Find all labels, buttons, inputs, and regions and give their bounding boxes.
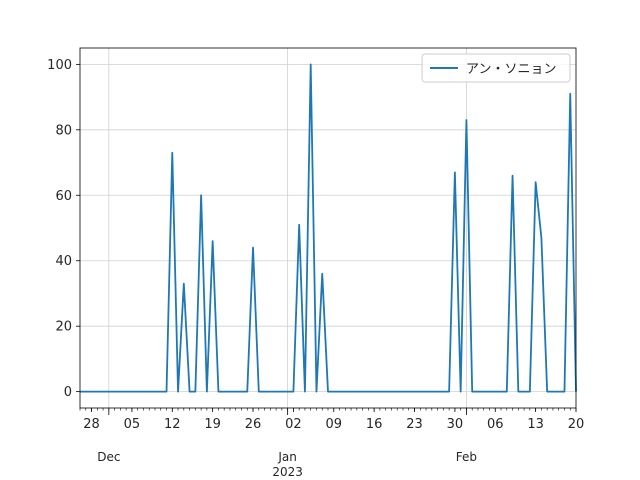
x-month-label: Dec [97, 450, 120, 464]
x-tick-label: 20 [568, 417, 585, 432]
x-tick-label: 28 [83, 417, 100, 432]
x-tick-label: 30 [447, 417, 464, 432]
y-axis: 0 20 40 60 80 100 [47, 58, 80, 400]
legend-box [421, 53, 571, 83]
x-tick-label: 12 [164, 417, 181, 432]
x-month-label: Feb [456, 450, 477, 464]
y-tick-label: 100 [47, 58, 72, 73]
legend-label: アン・ソニョン [466, 62, 556, 77]
series-layer [80, 63, 577, 393]
x-tick-label: 09 [325, 417, 342, 432]
x-tick-label: 19 [204, 417, 221, 432]
x-tick-label: 13 [527, 417, 544, 432]
y-tick-label: 0 [64, 385, 72, 400]
x-tick-label: 23 [406, 417, 423, 432]
y-tick-label: 40 [55, 254, 72, 269]
x-tick-label: 05 [124, 417, 141, 432]
x-month-label: Jan [277, 450, 297, 464]
x-tick-label: 16 [366, 417, 383, 432]
x-tick-label: 02 [285, 417, 302, 432]
legend: アン・ソニョン [421, 53, 571, 83]
y-tick-label: 80 [55, 123, 72, 138]
x-tick-label: 06 [487, 417, 504, 432]
y-tick-label: 20 [55, 320, 72, 335]
series-line [80, 63, 577, 393]
x-year-label: 2023 [272, 465, 303, 479]
y-tick-label: 60 [55, 189, 72, 204]
x-tick-label: 26 [245, 417, 262, 432]
